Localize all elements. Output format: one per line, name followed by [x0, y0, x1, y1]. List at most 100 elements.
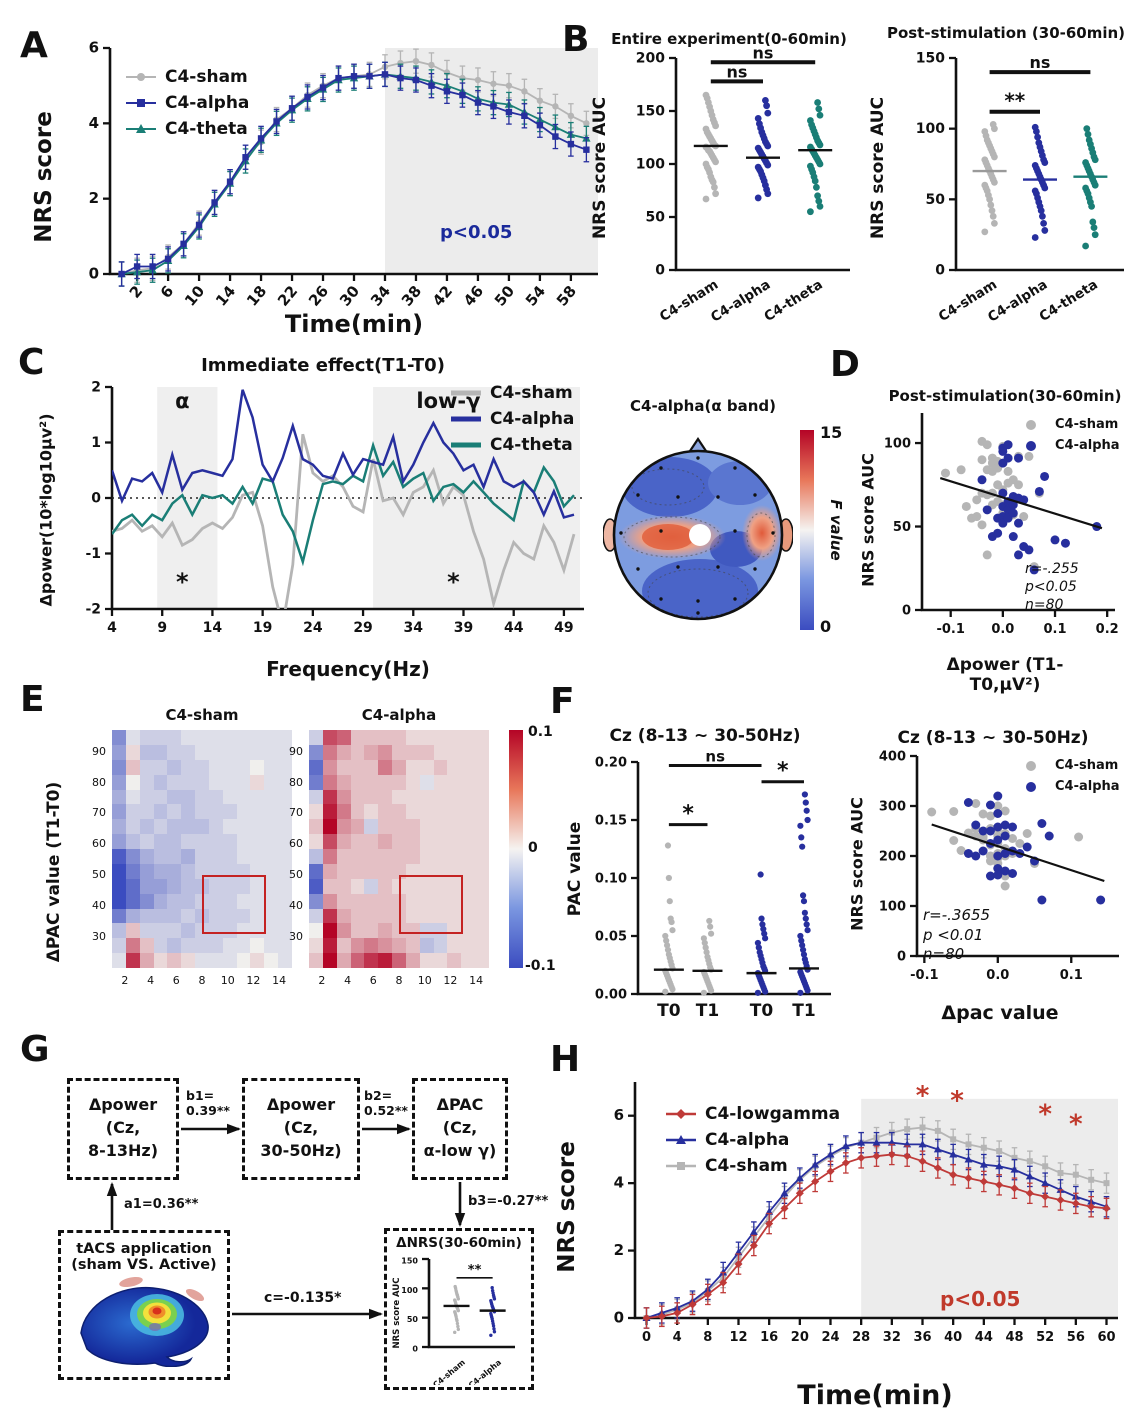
- svg-text:0.2: 0.2: [1096, 622, 1119, 637]
- heatmap-alpha-title: C4-alpha: [361, 706, 437, 724]
- legend-item: C4-sham: [665, 1156, 840, 1176]
- arrow-c-label: c=-0.135*: [264, 1290, 342, 1306]
- svg-text:T0: T0: [750, 1001, 774, 1021]
- svg-text:22: 22: [274, 282, 301, 310]
- svg-text:*: *: [682, 802, 694, 827]
- svg-text:4: 4: [107, 620, 117, 636]
- legend-item: C4-theta: [451, 435, 573, 455]
- svg-text:0: 0: [91, 491, 101, 507]
- svg-text:34: 34: [404, 620, 424, 636]
- svg-text:T0: T0: [657, 1001, 681, 1021]
- svg-text:0.1: 0.1: [1043, 622, 1066, 637]
- legend-item: C4-lowgamma: [665, 1104, 840, 1124]
- svg-text:-0.1: -0.1: [936, 622, 964, 637]
- heatmap-cb-max: 0.1: [528, 724, 553, 740]
- svg-text:40: 40: [944, 1330, 962, 1345]
- panel-d-stats: r=-.255 p<0.05 n=80: [1025, 561, 1079, 614]
- legend-item: C4-alpha: [1015, 438, 1120, 453]
- svg-text:0.0: 0.0: [986, 968, 1009, 983]
- svg-text:49: 49: [554, 620, 573, 636]
- heatmap-sham: [112, 730, 292, 968]
- svg-text:-0.1: -0.1: [910, 968, 938, 983]
- svg-text:*: *: [1038, 1099, 1052, 1129]
- panel-c-letter: C: [18, 342, 45, 383]
- panel-c-xlabel: Frequency(Hz): [266, 657, 430, 681]
- panel-h: H NRS score 0 2 4 6 0 4 8 12 16 20 24 28 32 36 40 44 48 5…: [545, 1042, 1132, 1420]
- panel-b-letter: B: [562, 19, 590, 60]
- panel-d-xlabel: Δpower (T1-T0,μV²): [946, 655, 1064, 695]
- diagram-mini-chart: 0 50 100 150 C4-sham C4-alpha ** NRS score AUC: [392, 1257, 515, 1390]
- significant-region-box: [202, 875, 266, 934]
- topomap: [603, 437, 793, 621]
- arrow-b2-label: b2= 0.52**: [364, 1088, 408, 1118]
- panel-c-legend: C4-sham C4-alpha C4-theta: [450, 383, 574, 461]
- svg-text:34: 34: [367, 282, 394, 310]
- svg-text:100: 100: [916, 121, 945, 137]
- legend-item: C4-sham: [125, 67, 249, 87]
- svg-text:2: 2: [614, 1241, 624, 1259]
- panel-e-letter: E: [20, 679, 45, 720]
- svg-text:100: 100: [401, 1286, 418, 1295]
- svg-text:4: 4: [89, 114, 99, 132]
- heatmap-cb-min: -0.1: [525, 958, 556, 974]
- svg-text:100: 100: [879, 900, 906, 915]
- svg-text:ns: ns: [705, 747, 725, 765]
- svg-text:6: 6: [89, 39, 99, 57]
- svg-text:200: 200: [879, 850, 906, 865]
- panel-a-letter: A: [20, 25, 48, 66]
- panel-a-pvalue: p<0.05: [440, 222, 513, 243]
- panel-c: C Immediate effect(T1-T0) Δpower(10*log1…: [18, 345, 595, 690]
- topomap-title: C4-alpha(α band): [630, 397, 776, 415]
- svg-text:6: 6: [614, 1106, 624, 1124]
- panel-c-title: Immediate effect(T1-T0): [201, 355, 445, 376]
- panel-f: F Cz (8-13 ~ 30-50Hz) PAC value 0.00 0.05…: [545, 684, 1132, 1036]
- diagram-box-power-alpha: Δpower (Cz, 8-13Hz): [67, 1078, 179, 1180]
- svg-text:2: 2: [126, 282, 146, 302]
- panel-e-ylabel: ΔPAC value (T1-T0): [44, 781, 64, 963]
- svg-text:0: 0: [642, 1330, 651, 1345]
- svg-text:18: 18: [243, 282, 270, 310]
- svg-text:0: 0: [89, 265, 99, 283]
- panel-b2-title: Post-stimulation (30-60min): [886, 24, 1126, 42]
- svg-text:56: 56: [1067, 1330, 1085, 1345]
- legend-item: C4-alpha: [665, 1130, 840, 1150]
- svg-text:*: *: [777, 759, 789, 784]
- diagram-box-tacs: tACS application (sham VS. Active): [58, 1230, 230, 1380]
- panel-b2-ylabel: NRS score AUC: [868, 96, 888, 240]
- svg-text:ns: ns: [1030, 53, 1051, 72]
- panel-d-letter: D: [830, 344, 860, 385]
- svg-text:**: **: [1004, 89, 1025, 113]
- svg-text:54: 54: [522, 282, 549, 310]
- panel-a-legend: C4-sham C4-alpha C4-theta: [125, 67, 249, 145]
- series-C4-theta: [112, 440, 575, 567]
- svg-text:-2: -2: [85, 602, 101, 618]
- svg-text:C4-theta: C4-theta: [761, 277, 825, 325]
- svg-text:50: 50: [491, 282, 518, 310]
- svg-text:46: 46: [460, 282, 487, 310]
- panel-d-chart: 0 50 100 -0.1 0.0 0.1 0.2: [884, 413, 1119, 637]
- heatmap-cb-mid: 0: [528, 840, 538, 856]
- svg-text:0: 0: [902, 604, 911, 619]
- panel-b1-title: Entire experiment(0-60min): [611, 30, 847, 48]
- series-C4-sham: [112, 433, 576, 609]
- diagram-box-pac: ΔPAC (Cz, α-low γ): [412, 1078, 508, 1180]
- arrow-b1-label: b1= 0.39**: [186, 1088, 230, 1118]
- svg-text:*: *: [916, 1081, 930, 1111]
- svg-text:0: 0: [412, 1345, 418, 1354]
- svg-text:12: 12: [729, 1330, 747, 1345]
- svg-text:**: **: [468, 1263, 482, 1278]
- svg-text:30: 30: [336, 282, 363, 310]
- topomap-cb-max: 15: [820, 423, 843, 442]
- svg-text:60: 60: [1097, 1330, 1115, 1345]
- svg-text:19: 19: [253, 620, 272, 636]
- panel-h-legend: C4-lowgamma C4-alpha C4-sham: [665, 1104, 840, 1182]
- panel-c-ylabel: Δpower(10*log10μv²): [36, 413, 56, 607]
- svg-text:100: 100: [884, 437, 911, 452]
- svg-text:20: 20: [791, 1330, 809, 1345]
- diagram-arrows: [106, 1123, 466, 1320]
- legend-item: C4-alpha: [1015, 779, 1120, 794]
